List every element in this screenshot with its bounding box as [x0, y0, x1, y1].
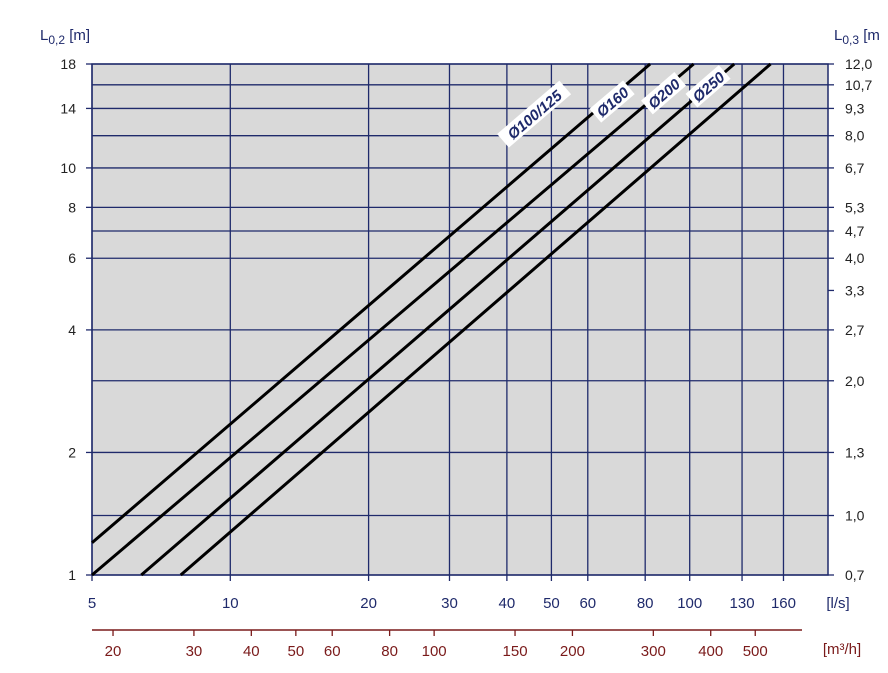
right-tick-label: 12,0 [845, 56, 872, 72]
secondary-tick-label: 60 [324, 643, 341, 660]
x-tick-label: 50 [543, 595, 560, 612]
right-tick-label: 10,7 [845, 77, 872, 93]
labels: 1 2 4 6 8 10 14 18 0,7 1,0 1,3 2,0 2,7 3,3 4,0 4,7 5,3 6,… [40, 27, 880, 660]
x-tick-label: 100 [677, 595, 702, 612]
right-tick-label: 2,7 [845, 322, 865, 338]
x-tick-label: 20 [360, 595, 377, 612]
x-tick-label: 60 [579, 595, 596, 612]
series-label-bg [589, 80, 635, 123]
secondary-tick-label: 500 [743, 643, 768, 660]
left-tick-label: 14 [60, 100, 76, 116]
left-tick-label: 10 [60, 160, 76, 176]
right-tick-label: 9,3 [845, 100, 865, 116]
series-lines [91, 62, 772, 577]
right-tick-label: 4,0 [845, 250, 865, 266]
secondary-tick-label: 30 [186, 643, 203, 660]
x-tick-label: 10 [222, 595, 239, 612]
series-line [91, 62, 695, 577]
secondary-tick-label: 40 [243, 643, 260, 660]
left-tick-label: 6 [68, 250, 76, 266]
right-tick-label: 3,3 [845, 282, 865, 298]
series-label-bg [497, 80, 572, 148]
left-tick-label: 2 [68, 444, 76, 460]
secondary-tick-label: 400 [698, 643, 723, 660]
right-tick-label: 1,3 [845, 444, 865, 460]
plot-area [92, 64, 828, 575]
left-axis-title: L0,2 [m] [40, 27, 90, 47]
secondary-tick-label: 100 [422, 643, 447, 660]
x-axis-unit: [l/s] [826, 595, 849, 612]
left-tick-label: 1 [68, 567, 76, 583]
right-tick-label: 1,0 [845, 508, 865, 524]
secondary-tick-label: 50 [287, 643, 304, 660]
right-tick-label: 2,0 [845, 373, 865, 389]
left-tick-label: 4 [68, 322, 76, 338]
x-tick-label: 30 [441, 595, 458, 612]
right-tick-label: 5,3 [845, 199, 865, 215]
left-tick-label: 8 [68, 199, 76, 215]
x-tick-label: 40 [499, 595, 516, 612]
secondary-tick-label: 20 [105, 643, 122, 660]
x-tick-label: 130 [730, 595, 755, 612]
series-line [91, 62, 652, 544]
right-axis-title: L0,3 [m [834, 27, 880, 47]
x-tick-label: 80 [637, 595, 654, 612]
secondary-tick-label: 80 [381, 643, 398, 660]
secondary-axis-unit: [m³/h] [823, 641, 861, 658]
x-tick-label: 160 [771, 595, 796, 612]
x-tick-label: 5 [88, 595, 96, 612]
series-line [140, 62, 736, 577]
secondary-tick-label: 150 [503, 643, 528, 660]
series-label-bg [685, 65, 731, 108]
right-tick-label: 0,7 [845, 567, 865, 583]
series-line [179, 62, 772, 577]
series-label-bg [641, 71, 687, 115]
right-tick-label: 4,7 [845, 223, 865, 239]
secondary-tick-label: 300 [641, 643, 666, 660]
left-tick-label: 18 [60, 56, 76, 72]
right-tick-label: 8,0 [845, 128, 865, 144]
plot-frame [91, 63, 829, 576]
secondary-tick-label: 200 [560, 643, 585, 660]
right-tick-label: 6,7 [845, 160, 865, 176]
